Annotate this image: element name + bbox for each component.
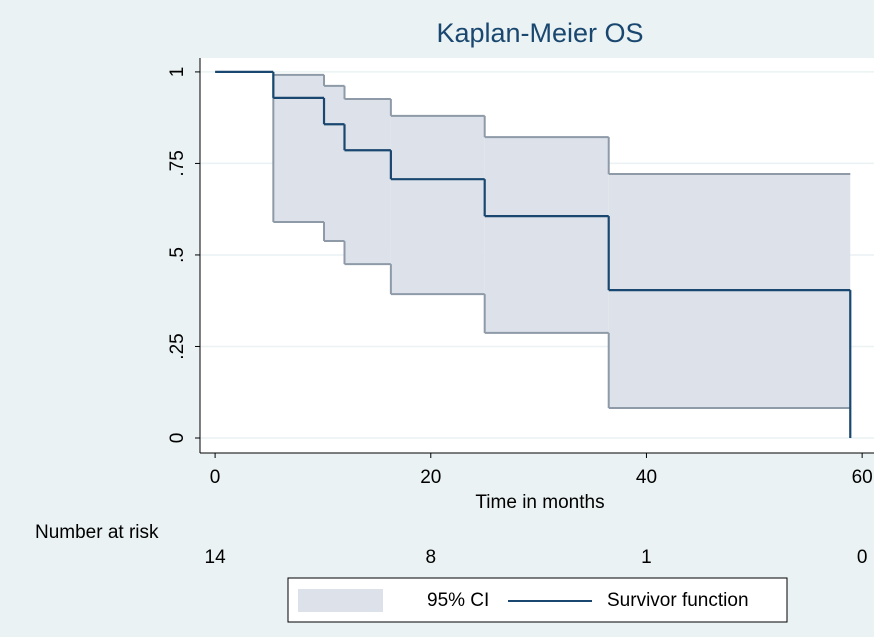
risk-label: Number at risk (35, 522, 159, 543)
y-tick-label: .75 (167, 150, 188, 176)
legend-swatch (298, 589, 383, 612)
ci-band (484, 137, 609, 333)
y-tick-label: 0 (167, 433, 188, 444)
y-tick-label: 1 (167, 67, 188, 78)
risk-count: 0 (857, 547, 868, 568)
ci-band (273, 74, 325, 223)
ci-band (390, 115, 485, 295)
ci-band (344, 99, 391, 265)
risk-count: 8 (425, 547, 436, 568)
risk-count: 1 (641, 547, 652, 568)
legend-label: 95% CI (427, 590, 489, 611)
x-tick-label: 0 (210, 467, 221, 488)
x-tick-label: 40 (636, 467, 657, 488)
legend-label: Survivor function (607, 590, 749, 611)
ci-band (324, 85, 345, 242)
x-tick-label: 60 (852, 467, 873, 488)
x-tick-label: 20 (420, 467, 441, 488)
y-tick-label: .5 (167, 247, 188, 263)
risk-count: 14 (205, 547, 227, 568)
x-axis-title: Time in months (475, 492, 604, 513)
y-tick-label: .25 (167, 333, 188, 359)
chart-title: Kaplan-Meier OS (436, 18, 643, 48)
